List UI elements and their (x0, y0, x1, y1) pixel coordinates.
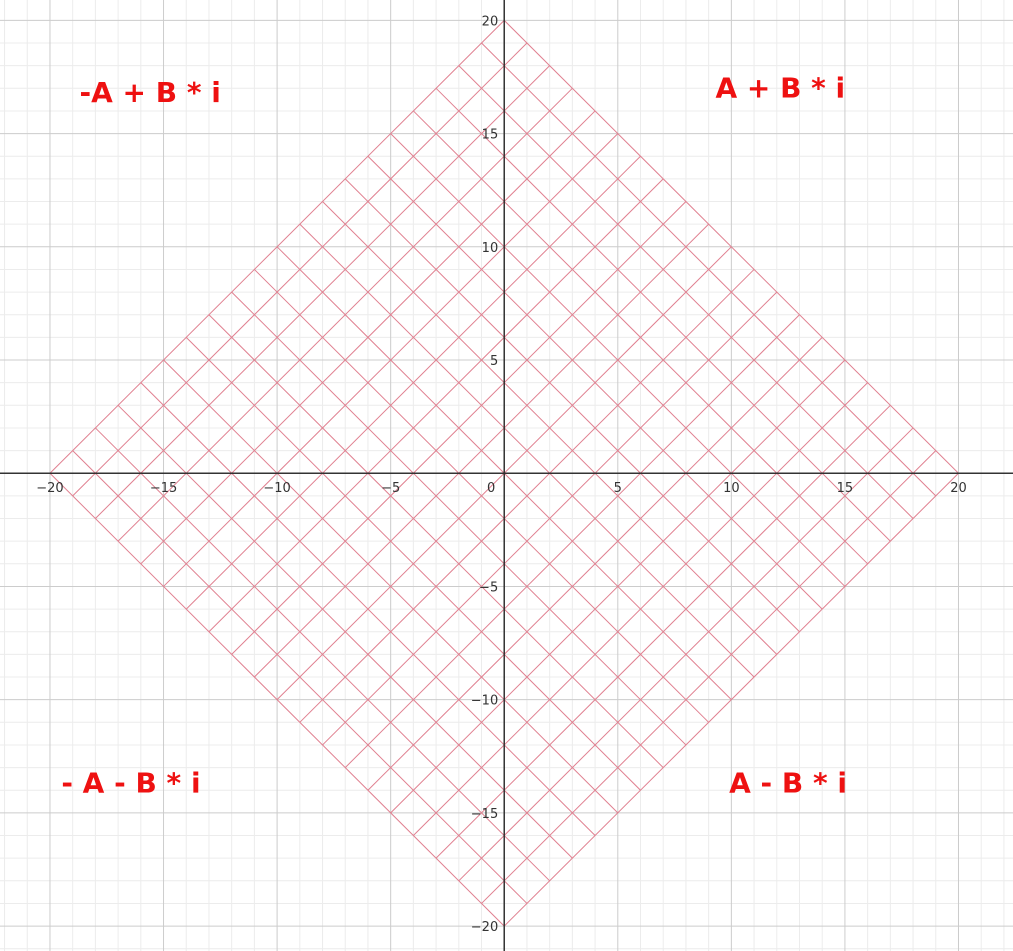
y-tick-label: 10 (482, 241, 499, 256)
quadrant-label: A - B * i (729, 767, 847, 800)
x-tick-label: −10 (263, 481, 290, 496)
x-tick-label: 20 (950, 481, 967, 496)
lattice-line-diag-a (344, 178, 800, 633)
diamond-lattice (49, 20, 959, 927)
lattice-line-diag-a (390, 133, 846, 587)
y-tick-label: 20 (482, 14, 499, 29)
lattice-line-diag-b (503, 472, 959, 927)
lattice-line-diag-a (322, 201, 778, 655)
x-tick-label: 15 (837, 481, 854, 496)
x-tick-label: 5 (614, 481, 622, 496)
tick-labels: −20 −15 −10 −5 5 10 15 20 −20 −15 −10 −5 5 10 15 20 0 (36, 14, 967, 935)
lattice-line-diag-a (367, 155, 823, 610)
quadrant-annotations: -A + B * i A + B * i - A - B * i A - B * i (61, 71, 847, 799)
lattice-line-diag-b (458, 427, 914, 882)
lattice-line-diag-b (322, 291, 778, 746)
lattice-line-diag-a (413, 110, 868, 565)
quadrant-label: A + B * i (715, 71, 845, 104)
y-tick-label: −10 (471, 694, 498, 709)
lattice-line-diag-b (481, 450, 937, 904)
x-tick-label: −15 (150, 481, 177, 496)
quadrant-label: -A + B * i (79, 76, 220, 109)
y-tick-label: 5 (490, 354, 498, 369)
y-tick-label: −20 (471, 920, 498, 935)
lattice-line-diag-b (413, 382, 868, 836)
lattice-line-diag-a (435, 87, 891, 542)
origin-label: 0 (487, 481, 495, 496)
x-tick-label: 10 (723, 481, 740, 496)
y-tick-label: 15 (482, 128, 499, 143)
lattice-line-diag-a (458, 65, 914, 519)
lattice-line-diag-b (367, 337, 823, 791)
y-tick-label: −15 (471, 807, 498, 822)
lattice-line-diag-b (344, 314, 800, 768)
quadrant-label: - A - B * i (61, 767, 200, 800)
lattice-line-diag-b (435, 404, 891, 859)
lattice-line-diag-a (481, 42, 937, 497)
lattice-line-diag-a (503, 20, 959, 474)
y-tick-label: −5 (479, 580, 498, 595)
x-tick-label: −20 (36, 481, 63, 496)
lattice-line-diag-b (299, 269, 755, 723)
x-tick-label: −5 (381, 481, 400, 496)
lattice-line-diag-b (390, 359, 846, 814)
lattice-line-diag-a (299, 223, 755, 678)
